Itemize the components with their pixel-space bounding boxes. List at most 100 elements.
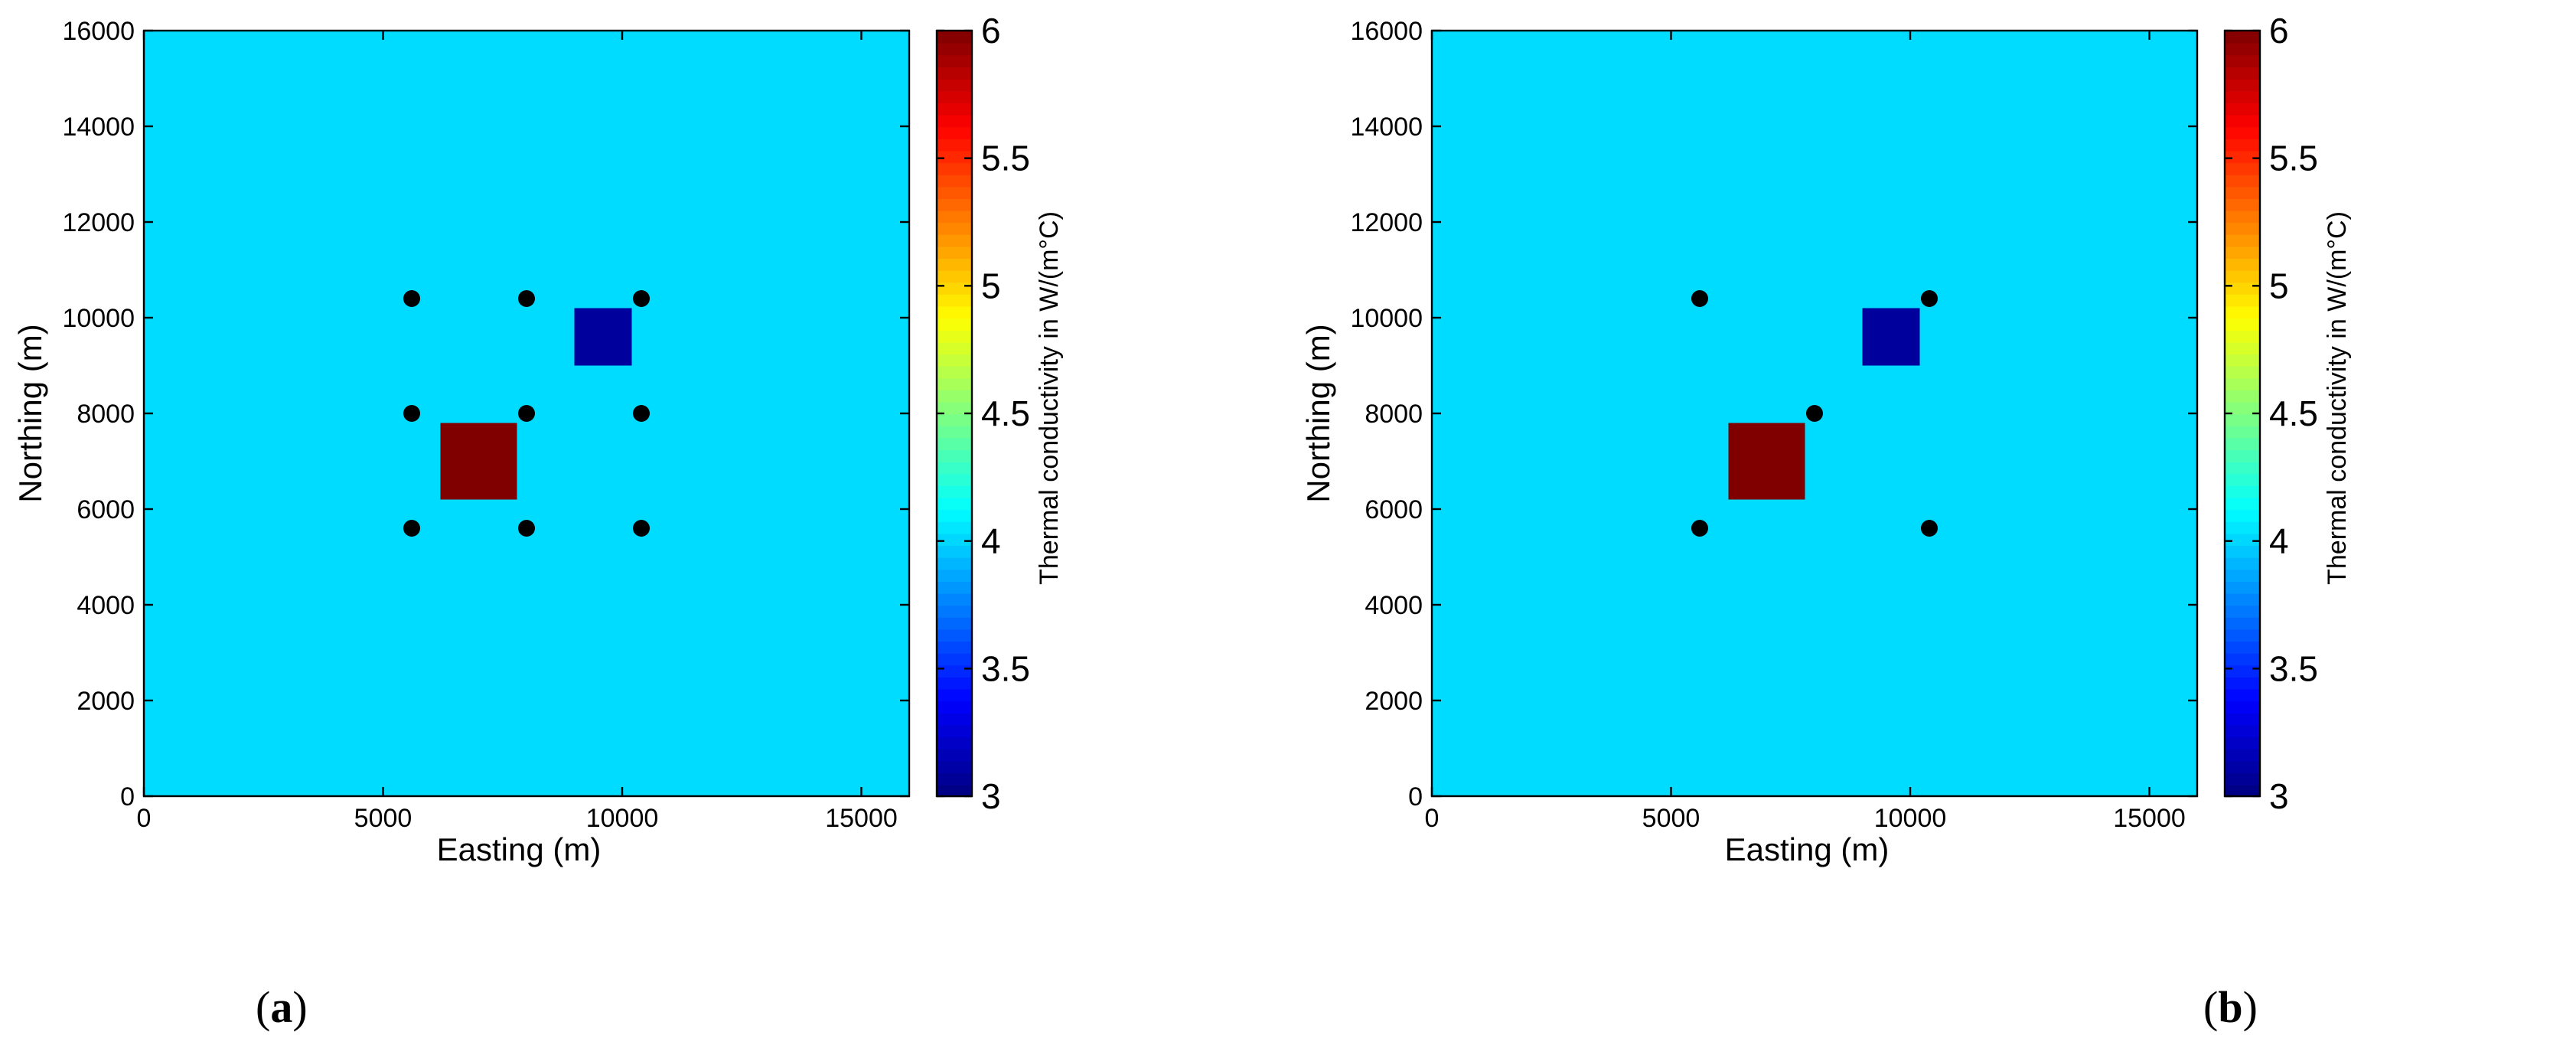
colorbar-segment <box>2225 485 2260 498</box>
chart-b: 0 5000 10000 15000 0 2000 4000 6000 8000 10000 120… <box>1300 11 2352 867</box>
colorbar-segment <box>937 629 972 642</box>
colorbar-segment <box>937 305 972 319</box>
y-tick-label: 2000 <box>77 687 135 716</box>
colorbar-segment <box>937 341 972 355</box>
colorbar-segment <box>2225 772 2260 785</box>
colorbar-segment <box>937 688 972 702</box>
colorbar-segment <box>937 138 972 152</box>
colorbar-segment <box>937 78 972 92</box>
colorbar-segment <box>2225 580 2260 594</box>
colorbar-segment <box>937 365 972 379</box>
colorbar-segment <box>937 676 972 690</box>
x-tick-label: 5000 <box>354 804 412 833</box>
colorbar-segment <box>937 509 972 522</box>
colorbar-segment <box>937 377 972 390</box>
colorbar-segment <box>937 712 972 726</box>
anomaly-low <box>574 308 632 366</box>
colorbar-segment <box>2225 593 2260 606</box>
colorbar-segment <box>937 186 972 199</box>
colorbar-segment <box>937 461 972 475</box>
well-point <box>518 405 535 422</box>
colorbar-segment <box>937 784 972 798</box>
colorbar-segment <box>2225 784 2260 798</box>
colorbar-segment <box>937 485 972 498</box>
anomaly-high <box>1728 423 1805 500</box>
colorbar-segment <box>2225 640 2260 654</box>
colorbar-segment <box>2225 42 2260 56</box>
colorbar-tick-label: 4.5 <box>981 393 1030 433</box>
y-axis-label: Northing (m) <box>12 324 48 502</box>
colorbar-segment <box>937 425 972 439</box>
colorbar-segment <box>937 257 972 271</box>
colorbar-segment <box>937 616 972 630</box>
colorbar-segment <box>2225 605 2260 618</box>
well-point <box>403 520 420 537</box>
colorbar-segment <box>2225 246 2260 260</box>
y-tick-label: 4000 <box>1365 591 1423 620</box>
colorbar-segment <box>2225 222 2260 235</box>
colorbar-segment <box>2225 533 2260 547</box>
colorbar-segment <box>2225 389 2260 403</box>
y-tick-label: 10000 <box>62 304 135 333</box>
colorbar-segment <box>937 293 972 307</box>
colorbar-segment <box>2225 269 2260 283</box>
well-point <box>403 290 420 307</box>
well-point <box>633 405 650 422</box>
colorbar-segment <box>937 401 972 415</box>
colorbar-segment <box>2225 78 2260 92</box>
colorbar-segment <box>937 246 972 260</box>
y-tick-label: 16000 <box>1350 17 1423 46</box>
colorbar-segment <box>937 31 972 44</box>
colorbar-segment <box>2225 257 2260 271</box>
x-tick-label: 5000 <box>1642 804 1700 833</box>
x-tick-label: 10000 <box>586 804 659 833</box>
colorbar-segment <box>2225 341 2260 355</box>
colorbar-segment <box>2225 282 2260 295</box>
plot-group-b: 0 5000 10000 15000 0 2000 4000 6000 8000 10000 120… <box>1300 11 2352 867</box>
colorbar-segment <box>937 162 972 175</box>
colorbar-segment <box>937 521 972 534</box>
colorbar-segment <box>2225 150 2260 164</box>
colorbar-segment <box>2225 318 2260 331</box>
colorbar-tick-label: 4 <box>2269 521 2289 561</box>
colorbar-segment <box>937 150 972 164</box>
colorbar-tick-label: 6 <box>2269 11 2289 51</box>
colorbar-tick-label: 3 <box>2269 776 2289 816</box>
colorbar-segment <box>2225 66 2260 80</box>
colorbar-segment <box>937 269 972 283</box>
y-tick-label: 14000 <box>1350 113 1423 142</box>
colorbar-segment <box>2225 497 2260 511</box>
colorbar-segment <box>937 42 972 56</box>
colorbar-segment <box>937 544 972 558</box>
colorbar-segment <box>937 700 972 713</box>
colorbar-tick-label: 3.5 <box>981 648 1030 688</box>
colorbar-segment <box>2225 544 2260 558</box>
colorbar-label: Thermal conductivity in W/(m°C) <box>2323 211 2352 585</box>
well-point <box>1921 290 1938 307</box>
colorbar-segment <box>2225 652 2260 666</box>
colorbar-segment <box>937 389 972 403</box>
colorbar-segment <box>937 198 972 211</box>
colorbar-segment <box>2225 712 2260 726</box>
chart-a: 0 5000 10000 15000 0 2000 4000 6000 8000 10000 120… <box>12 11 1064 867</box>
colorbar-segment <box>2225 616 2260 630</box>
well-point <box>1691 520 1708 537</box>
colorbar-segment <box>937 449 972 462</box>
colorbar-segment <box>937 593 972 606</box>
colorbar-segment <box>2225 461 2260 475</box>
colorbar-segment <box>2225 198 2260 211</box>
colorbar-label: Thermal conductivity in W/(m°C) <box>1035 211 1064 585</box>
y-tick-label: 16000 <box>62 17 135 46</box>
x-tick-label: 0 <box>137 804 152 833</box>
colorbar-segment <box>937 66 972 80</box>
colorbar-tick-label: 5.5 <box>981 139 1030 178</box>
panel-a: 0 5000 10000 15000 0 2000 4000 6000 8000 10000 120… <box>12 11 1064 1032</box>
colorbar-tick-label: 5 <box>2269 266 2289 305</box>
colorbar-segment <box>2225 365 2260 379</box>
y-tick-label: 2000 <box>1365 687 1423 716</box>
colorbar-segment <box>937 772 972 785</box>
colorbar-segment <box>2225 377 2260 390</box>
colorbar-tick-label: 4 <box>981 521 1001 561</box>
panel-caption-a: (a) <box>256 982 308 1032</box>
colorbar-segment <box>2225 162 2260 175</box>
